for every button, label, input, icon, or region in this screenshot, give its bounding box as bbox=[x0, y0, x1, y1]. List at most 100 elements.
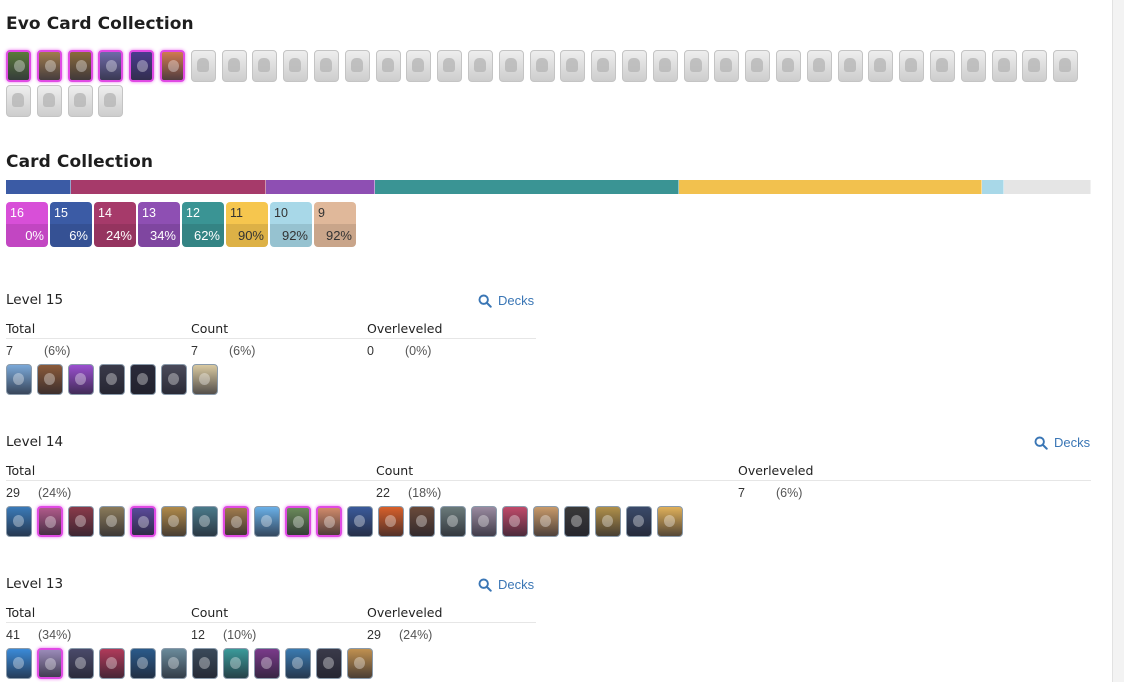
card-icon[interactable] bbox=[254, 648, 280, 679]
locked-card-icon[interactable] bbox=[806, 50, 832, 82]
locked-card-icon[interactable] bbox=[36, 85, 62, 117]
level-badge[interactable]: 9 92% bbox=[314, 202, 356, 247]
card-icon[interactable] bbox=[657, 506, 683, 537]
card-icon[interactable] bbox=[99, 364, 125, 395]
card-icon[interactable] bbox=[533, 506, 559, 537]
card-icon[interactable] bbox=[130, 364, 156, 395]
card-icon[interactable] bbox=[130, 648, 156, 679]
locked-card-icon[interactable] bbox=[221, 50, 247, 82]
card-icon[interactable] bbox=[68, 364, 94, 395]
locked-card-icon[interactable] bbox=[190, 50, 216, 82]
locked-card-icon[interactable] bbox=[745, 50, 771, 82]
card-icon[interactable] bbox=[161, 648, 187, 679]
decks-link[interactable]: Decks bbox=[478, 577, 534, 592]
card-icon[interactable] bbox=[409, 506, 435, 537]
level-badge[interactable]: 15 6% bbox=[50, 202, 92, 247]
locked-card-icon[interactable] bbox=[313, 50, 339, 82]
card-icon[interactable] bbox=[347, 648, 373, 679]
locked-card-icon[interactable] bbox=[437, 50, 463, 82]
card-icon[interactable] bbox=[6, 648, 32, 679]
locked-card-icon[interactable] bbox=[529, 50, 555, 82]
card-icon[interactable] bbox=[471, 506, 497, 537]
collection-progress-bar bbox=[6, 180, 1091, 194]
card-icon[interactable] bbox=[316, 648, 342, 679]
locked-card-icon[interactable] bbox=[591, 50, 617, 82]
card-icon[interactable] bbox=[130, 506, 156, 537]
card-icon[interactable] bbox=[192, 506, 218, 537]
card-icon[interactable] bbox=[6, 364, 32, 395]
level-badge[interactable]: 10 92% bbox=[270, 202, 312, 247]
card-icon[interactable] bbox=[192, 648, 218, 679]
count-header: Count bbox=[191, 605, 229, 620]
locked-card-icon[interactable] bbox=[837, 50, 863, 82]
level-badge[interactable]: 16 0% bbox=[6, 202, 48, 247]
locked-card-icon[interactable] bbox=[6, 85, 31, 117]
card-icon[interactable] bbox=[161, 506, 187, 537]
locked-card-icon[interactable] bbox=[1053, 50, 1079, 82]
card-icon[interactable] bbox=[192, 364, 218, 395]
locked-card-icon[interactable] bbox=[498, 50, 524, 82]
locked-card-icon[interactable] bbox=[868, 50, 894, 82]
card-icon[interactable] bbox=[99, 506, 125, 537]
overleveled-header: Overleveled bbox=[738, 463, 814, 478]
card-icon[interactable] bbox=[626, 506, 652, 537]
locked-card-icon[interactable] bbox=[621, 50, 647, 82]
locked-card-icon[interactable] bbox=[467, 50, 493, 82]
evo-card-icon[interactable] bbox=[36, 50, 62, 82]
locked-card-icon[interactable] bbox=[98, 85, 124, 117]
card-icon[interactable] bbox=[68, 506, 94, 537]
locked-card-icon[interactable] bbox=[375, 50, 401, 82]
card-icon[interactable] bbox=[37, 506, 63, 537]
card-icon[interactable] bbox=[285, 506, 311, 537]
locked-card-icon[interactable] bbox=[406, 50, 432, 82]
card-icon[interactable] bbox=[68, 648, 94, 679]
evo-card-icon[interactable] bbox=[159, 50, 185, 82]
locked-card-icon[interactable] bbox=[344, 50, 370, 82]
evo-card-grid bbox=[6, 50, 1096, 120]
locked-card-icon[interactable] bbox=[960, 50, 986, 82]
evo-card-icon[interactable] bbox=[129, 50, 155, 82]
card-icon[interactable] bbox=[285, 648, 311, 679]
badge-percent: 6% bbox=[69, 228, 88, 243]
locked-card-icon[interactable] bbox=[283, 50, 309, 82]
decks-link[interactable]: Decks bbox=[478, 293, 534, 308]
vertical-scrollbar[interactable] bbox=[1112, 0, 1124, 682]
card-icon[interactable] bbox=[502, 506, 528, 537]
locked-card-icon[interactable] bbox=[252, 50, 278, 82]
locked-card-icon[interactable] bbox=[991, 50, 1017, 82]
card-icon[interactable] bbox=[223, 506, 249, 537]
card-icon[interactable] bbox=[347, 506, 373, 537]
locked-card-icon[interactable] bbox=[929, 50, 955, 82]
card-icon[interactable] bbox=[6, 506, 32, 537]
card-icon[interactable] bbox=[316, 506, 342, 537]
card-icon[interactable] bbox=[595, 506, 621, 537]
card-row bbox=[6, 506, 683, 537]
card-icon[interactable] bbox=[161, 364, 187, 395]
card-icon[interactable] bbox=[99, 648, 125, 679]
locked-card-icon[interactable] bbox=[899, 50, 925, 82]
locked-card-icon[interactable] bbox=[775, 50, 801, 82]
evo-card-icon[interactable] bbox=[6, 50, 31, 82]
decks-link[interactable]: Decks bbox=[1034, 435, 1090, 450]
locked-card-icon[interactable] bbox=[1022, 50, 1048, 82]
locked-card-icon[interactable] bbox=[67, 85, 93, 117]
locked-card-icon[interactable] bbox=[652, 50, 678, 82]
level-badge[interactable]: 11 90% bbox=[226, 202, 268, 247]
card-icon[interactable] bbox=[254, 506, 280, 537]
card-icon[interactable] bbox=[223, 648, 249, 679]
locked-card-icon[interactable] bbox=[714, 50, 740, 82]
card-icon[interactable] bbox=[378, 506, 404, 537]
locked-card-icon[interactable] bbox=[683, 50, 709, 82]
card-icon[interactable] bbox=[440, 506, 466, 537]
badge-level: 9 bbox=[318, 206, 325, 220]
level-badge[interactable]: 12 62% bbox=[182, 202, 224, 247]
card-icon[interactable] bbox=[564, 506, 590, 537]
evo-card-icon[interactable] bbox=[67, 50, 93, 82]
evo-card-icon[interactable] bbox=[98, 50, 124, 82]
level-badge[interactable]: 14 24% bbox=[94, 202, 136, 247]
level-badge[interactable]: 13 34% bbox=[138, 202, 180, 247]
locked-card-icon[interactable] bbox=[560, 50, 586, 82]
card-icon[interactable] bbox=[37, 648, 63, 679]
badge-level: 13 bbox=[142, 206, 156, 220]
card-icon[interactable] bbox=[37, 364, 63, 395]
